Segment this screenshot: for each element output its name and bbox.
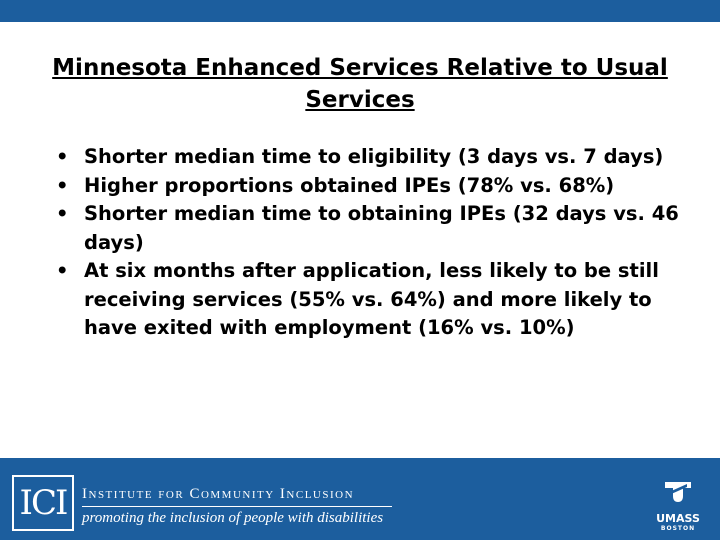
ici-logo: ICI (12, 475, 74, 531)
university: UMASS (656, 512, 700, 525)
umass-icon (665, 482, 691, 502)
top-bar (0, 0, 720, 22)
divider (82, 506, 392, 507)
campus: BOSTON (660, 525, 696, 532)
org-name: Institute for Community Inclusion (82, 486, 355, 502)
slide-title: Minnesota Enhanced Services Relative to … (52, 55, 668, 113)
footer: ICI Institute for Community Inclusion pr… (0, 458, 720, 540)
bullet: Shorter median time to eligibility (3 da… (56, 143, 694, 172)
bullet-list: Shorter median time to eligibility (3 da… (50, 143, 694, 343)
tagline: promoting the inclusion of people with d… (82, 510, 384, 526)
bullet: At six months after application, less li… (56, 257, 694, 343)
bullet: Higher proportions obtained IPEs (78% vs… (56, 172, 694, 201)
umass-logo: UMASS BOSTON (652, 478, 704, 532)
bullet: Shorter median time to obtaining IPEs (3… (56, 200, 694, 257)
